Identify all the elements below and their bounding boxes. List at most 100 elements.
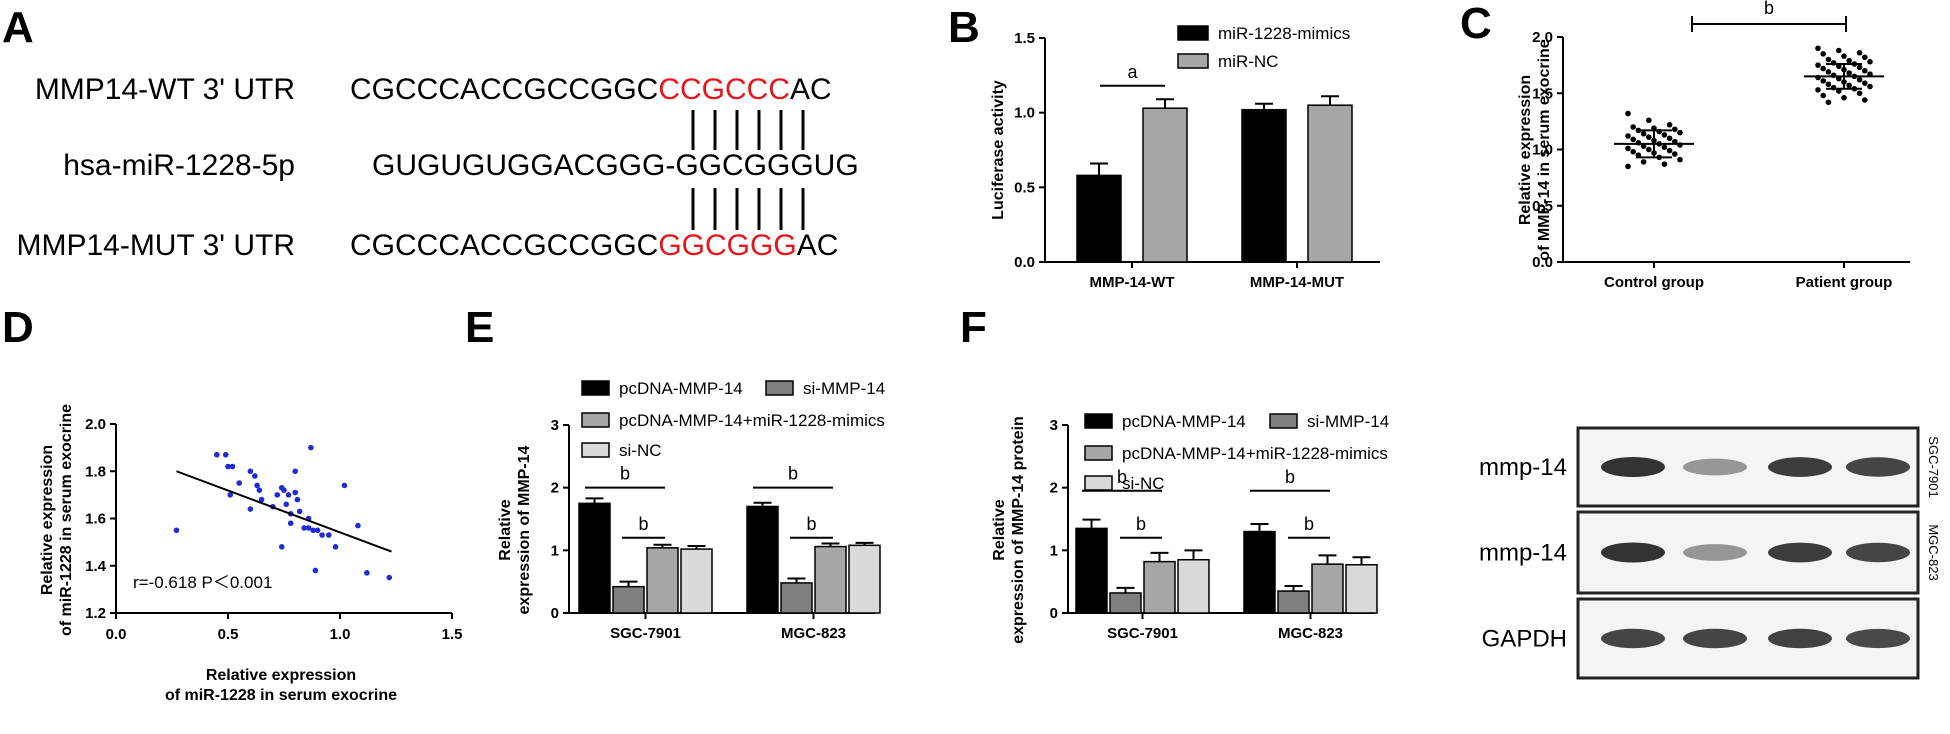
sequence-plain: GUGUGUGGACGGG-GGCGGGUG bbox=[372, 149, 859, 182]
axis-title-line: expression of MMP-14 protein bbox=[1010, 416, 1027, 644]
data-point bbox=[1625, 133, 1631, 139]
data-point bbox=[310, 527, 316, 534]
data-point bbox=[296, 508, 303, 515]
bar bbox=[1075, 527, 1108, 614]
significance-label: b bbox=[1136, 514, 1146, 534]
legend: pcDNA-MMP-14 si-MMP-14 pcDNA-MMP-14+miR-12… bbox=[1084, 412, 1389, 493]
data-point bbox=[1820, 78, 1826, 84]
bar bbox=[1307, 104, 1353, 263]
data-point bbox=[1625, 163, 1631, 170]
data-point bbox=[319, 532, 325, 538]
blot-row-label: mmp-14 bbox=[1479, 540, 1567, 567]
data-point bbox=[1666, 135, 1673, 142]
data-point bbox=[1630, 136, 1636, 143]
x-tick-label: SGC-7901 bbox=[1107, 625, 1178, 642]
y-axis-title: Luciferase activity bbox=[990, 80, 1007, 220]
significance-label: b bbox=[620, 464, 630, 484]
data-point bbox=[1862, 54, 1868, 61]
panel-d-scatter: 1.2 1.4 1.6 1.8 2.0 0.0 0.5 1.0 1.5 Relative expr… bbox=[39, 404, 462, 704]
bar bbox=[1243, 530, 1276, 614]
panel-f-bar-chart: 0 1 2 3 SGC-7901 MGC-823 Relative expression of… bbox=[991, 412, 1389, 644]
bar bbox=[612, 585, 645, 614]
data-point bbox=[283, 501, 290, 508]
data-point bbox=[247, 506, 254, 512]
y-tick-label: 0.0 bbox=[1014, 254, 1035, 271]
x-tick-label: MGC-823 bbox=[781, 625, 846, 642]
data-point bbox=[1846, 57, 1852, 64]
panel-letter-b: B bbox=[948, 3, 980, 52]
legend-swatch bbox=[581, 412, 610, 428]
western-blot: mmp-14 SGC-7901 mmp-14 MGC-823 GAPDH bbox=[1479, 426, 1941, 680]
legend-label: pcDNA-MMP-14 bbox=[619, 379, 743, 398]
legend-swatch bbox=[581, 442, 610, 458]
y-tick-label: 0.0 bbox=[1532, 254, 1553, 271]
significance-label: b bbox=[788, 464, 798, 484]
panel-letter-a: A bbox=[2, 3, 34, 52]
blot-side-label: MGC-823 bbox=[1926, 524, 1941, 580]
data-point bbox=[1825, 99, 1832, 106]
legend-swatch bbox=[1177, 25, 1209, 41]
data-point bbox=[1666, 121, 1673, 128]
bar bbox=[814, 545, 847, 614]
y-tick-label: 1.0 bbox=[1014, 105, 1035, 122]
bar bbox=[1311, 563, 1344, 614]
y-tick-label: 2 bbox=[551, 480, 559, 497]
blot-band bbox=[1846, 628, 1910, 649]
data-point bbox=[1646, 146, 1652, 153]
blot-band bbox=[1683, 628, 1747, 649]
data-point bbox=[278, 544, 285, 550]
data-point bbox=[1836, 47, 1842, 54]
axis-title-line: Relative expression bbox=[1517, 75, 1534, 225]
data-point bbox=[1820, 51, 1826, 57]
data-point bbox=[1640, 130, 1647, 137]
y-tick-label: 1.6 bbox=[85, 511, 106, 528]
y-tick-label: 2.0 bbox=[1532, 29, 1553, 46]
blot-band bbox=[1846, 457, 1910, 477]
data-point bbox=[1862, 80, 1868, 86]
panel-letter-f: F bbox=[960, 303, 987, 352]
sequence-highlight: CCGCCC bbox=[658, 73, 790, 106]
legend: miR-1228-mimics miR-NC bbox=[1177, 24, 1350, 71]
y-tick-label: 1.5 bbox=[1014, 30, 1035, 47]
legend-label: si-NC bbox=[1122, 474, 1165, 493]
data-point bbox=[332, 544, 339, 550]
y-tick-label: 1.2 bbox=[85, 605, 106, 622]
data-point bbox=[355, 522, 361, 529]
legend-swatch bbox=[1084, 475, 1113, 491]
legend-label: pcDNA-MMP-14 bbox=[1122, 412, 1246, 431]
sequence-highlight: GGCGGG bbox=[658, 229, 796, 262]
x-tick-label: Patient group bbox=[1796, 274, 1893, 291]
significance-label: b bbox=[1285, 467, 1295, 487]
blot-row-label: mmp-14 bbox=[1479, 454, 1567, 481]
legend-label: si-MMP-14 bbox=[803, 379, 885, 398]
axis-title-line: Luciferase activity bbox=[990, 80, 1007, 220]
y-axis-title: Relative expression of MMP-14 bbox=[497, 445, 533, 614]
blot-band bbox=[1601, 628, 1665, 649]
data-point bbox=[292, 468, 299, 475]
data-point bbox=[222, 451, 229, 458]
sequence-text: CGCCCACCGCCGGCCCGCCCAC bbox=[350, 73, 832, 106]
bar bbox=[578, 502, 611, 614]
data-point bbox=[258, 496, 265, 503]
data-point bbox=[1825, 81, 1832, 88]
y-tick-label: 0 bbox=[1050, 605, 1058, 622]
sequence-plain: CGCCCACCGCCGGC bbox=[350, 229, 658, 262]
data-point bbox=[1625, 110, 1631, 117]
data-point bbox=[1625, 145, 1631, 152]
bar bbox=[1109, 592, 1142, 614]
axis-title-line: Relative expression bbox=[206, 667, 356, 684]
blot-band bbox=[1846, 542, 1910, 563]
significance-label: a bbox=[1127, 62, 1138, 82]
data-point bbox=[1661, 144, 1668, 151]
data-point bbox=[308, 444, 314, 451]
legend-swatch bbox=[765, 380, 794, 396]
legend: pcDNA-MMP-14 si-MMP-14 pcDNA-MMP-14+miR-12… bbox=[581, 379, 885, 460]
data-point bbox=[1862, 97, 1868, 103]
panel-letter-c: C bbox=[1460, 0, 1492, 48]
data-point bbox=[1856, 76, 1863, 83]
y-axis-title: Relative expression of miR-1228 in serum … bbox=[39, 404, 75, 636]
x-tick-label: SGC-7901 bbox=[610, 625, 681, 642]
data-point bbox=[1825, 56, 1832, 63]
data-point bbox=[1856, 49, 1863, 56]
